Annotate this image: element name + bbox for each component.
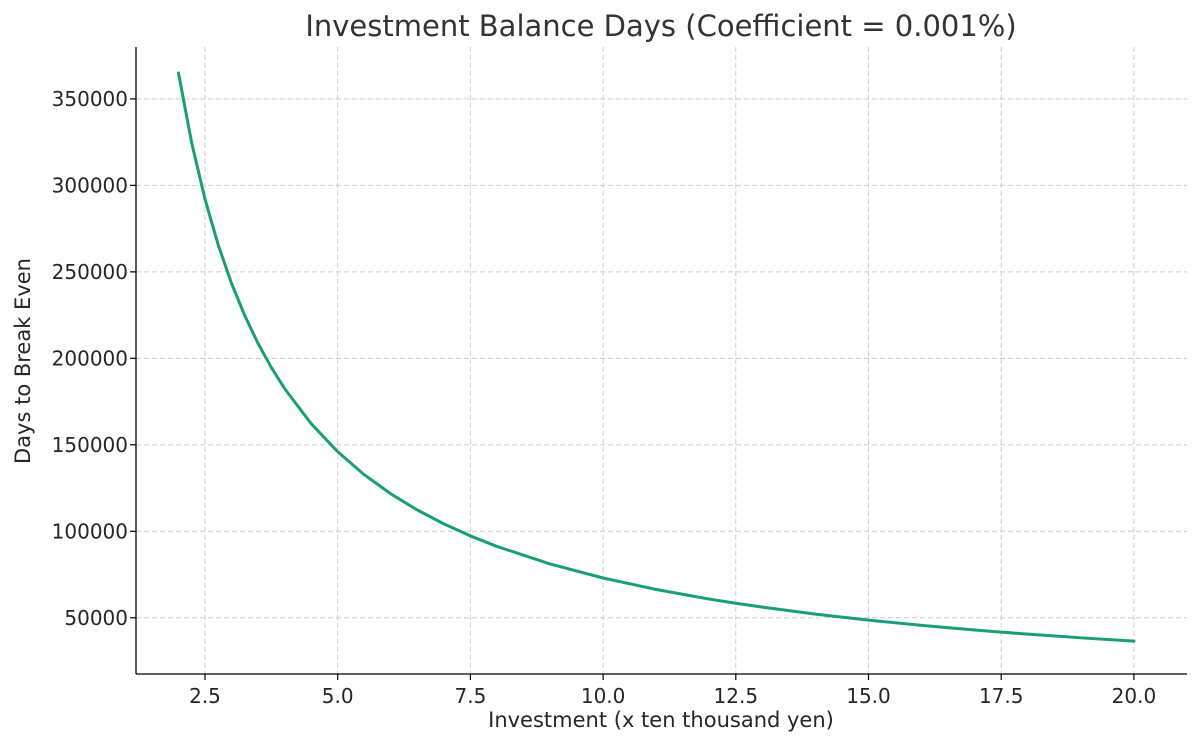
y-tick-label: 350000 bbox=[52, 87, 128, 111]
x-axis-label: Investment (x ten thousand yen) bbox=[488, 708, 834, 732]
y-tick-label: 150000 bbox=[52, 433, 128, 457]
y-tick-label: 50000 bbox=[64, 606, 128, 630]
series-layer bbox=[176, 71, 1136, 643]
y-axis-label: Days to Break Even bbox=[11, 258, 35, 464]
y-tick-label: 250000 bbox=[52, 260, 128, 284]
x-tick-label: 5.0 bbox=[322, 684, 354, 708]
x-tick-label: 12.5 bbox=[714, 684, 759, 708]
x-tick-label: 20.0 bbox=[1112, 684, 1157, 708]
x-tick-label: 17.5 bbox=[979, 684, 1024, 708]
y-tick-label: 100000 bbox=[52, 519, 128, 543]
grid-layer bbox=[136, 47, 1187, 674]
chart-title: Investment Balance Days (Coefficient = 0… bbox=[305, 9, 1016, 43]
y-tick-label: 200000 bbox=[52, 346, 128, 370]
y-tick-label: 300000 bbox=[52, 173, 128, 197]
x-tick-label: 2.5 bbox=[189, 684, 221, 708]
x-tick-label: 7.5 bbox=[455, 684, 487, 708]
axes-layer bbox=[135, 47, 1187, 675]
tick-layer: 2.5 5.0 7.5 10.0 12.5 15.0 17.5 20.0 50000 100000… bbox=[52, 87, 1157, 708]
x-tick-label: 10.0 bbox=[581, 684, 626, 708]
x-tick-label: 15.0 bbox=[846, 684, 891, 708]
series-line bbox=[176, 71, 1136, 643]
